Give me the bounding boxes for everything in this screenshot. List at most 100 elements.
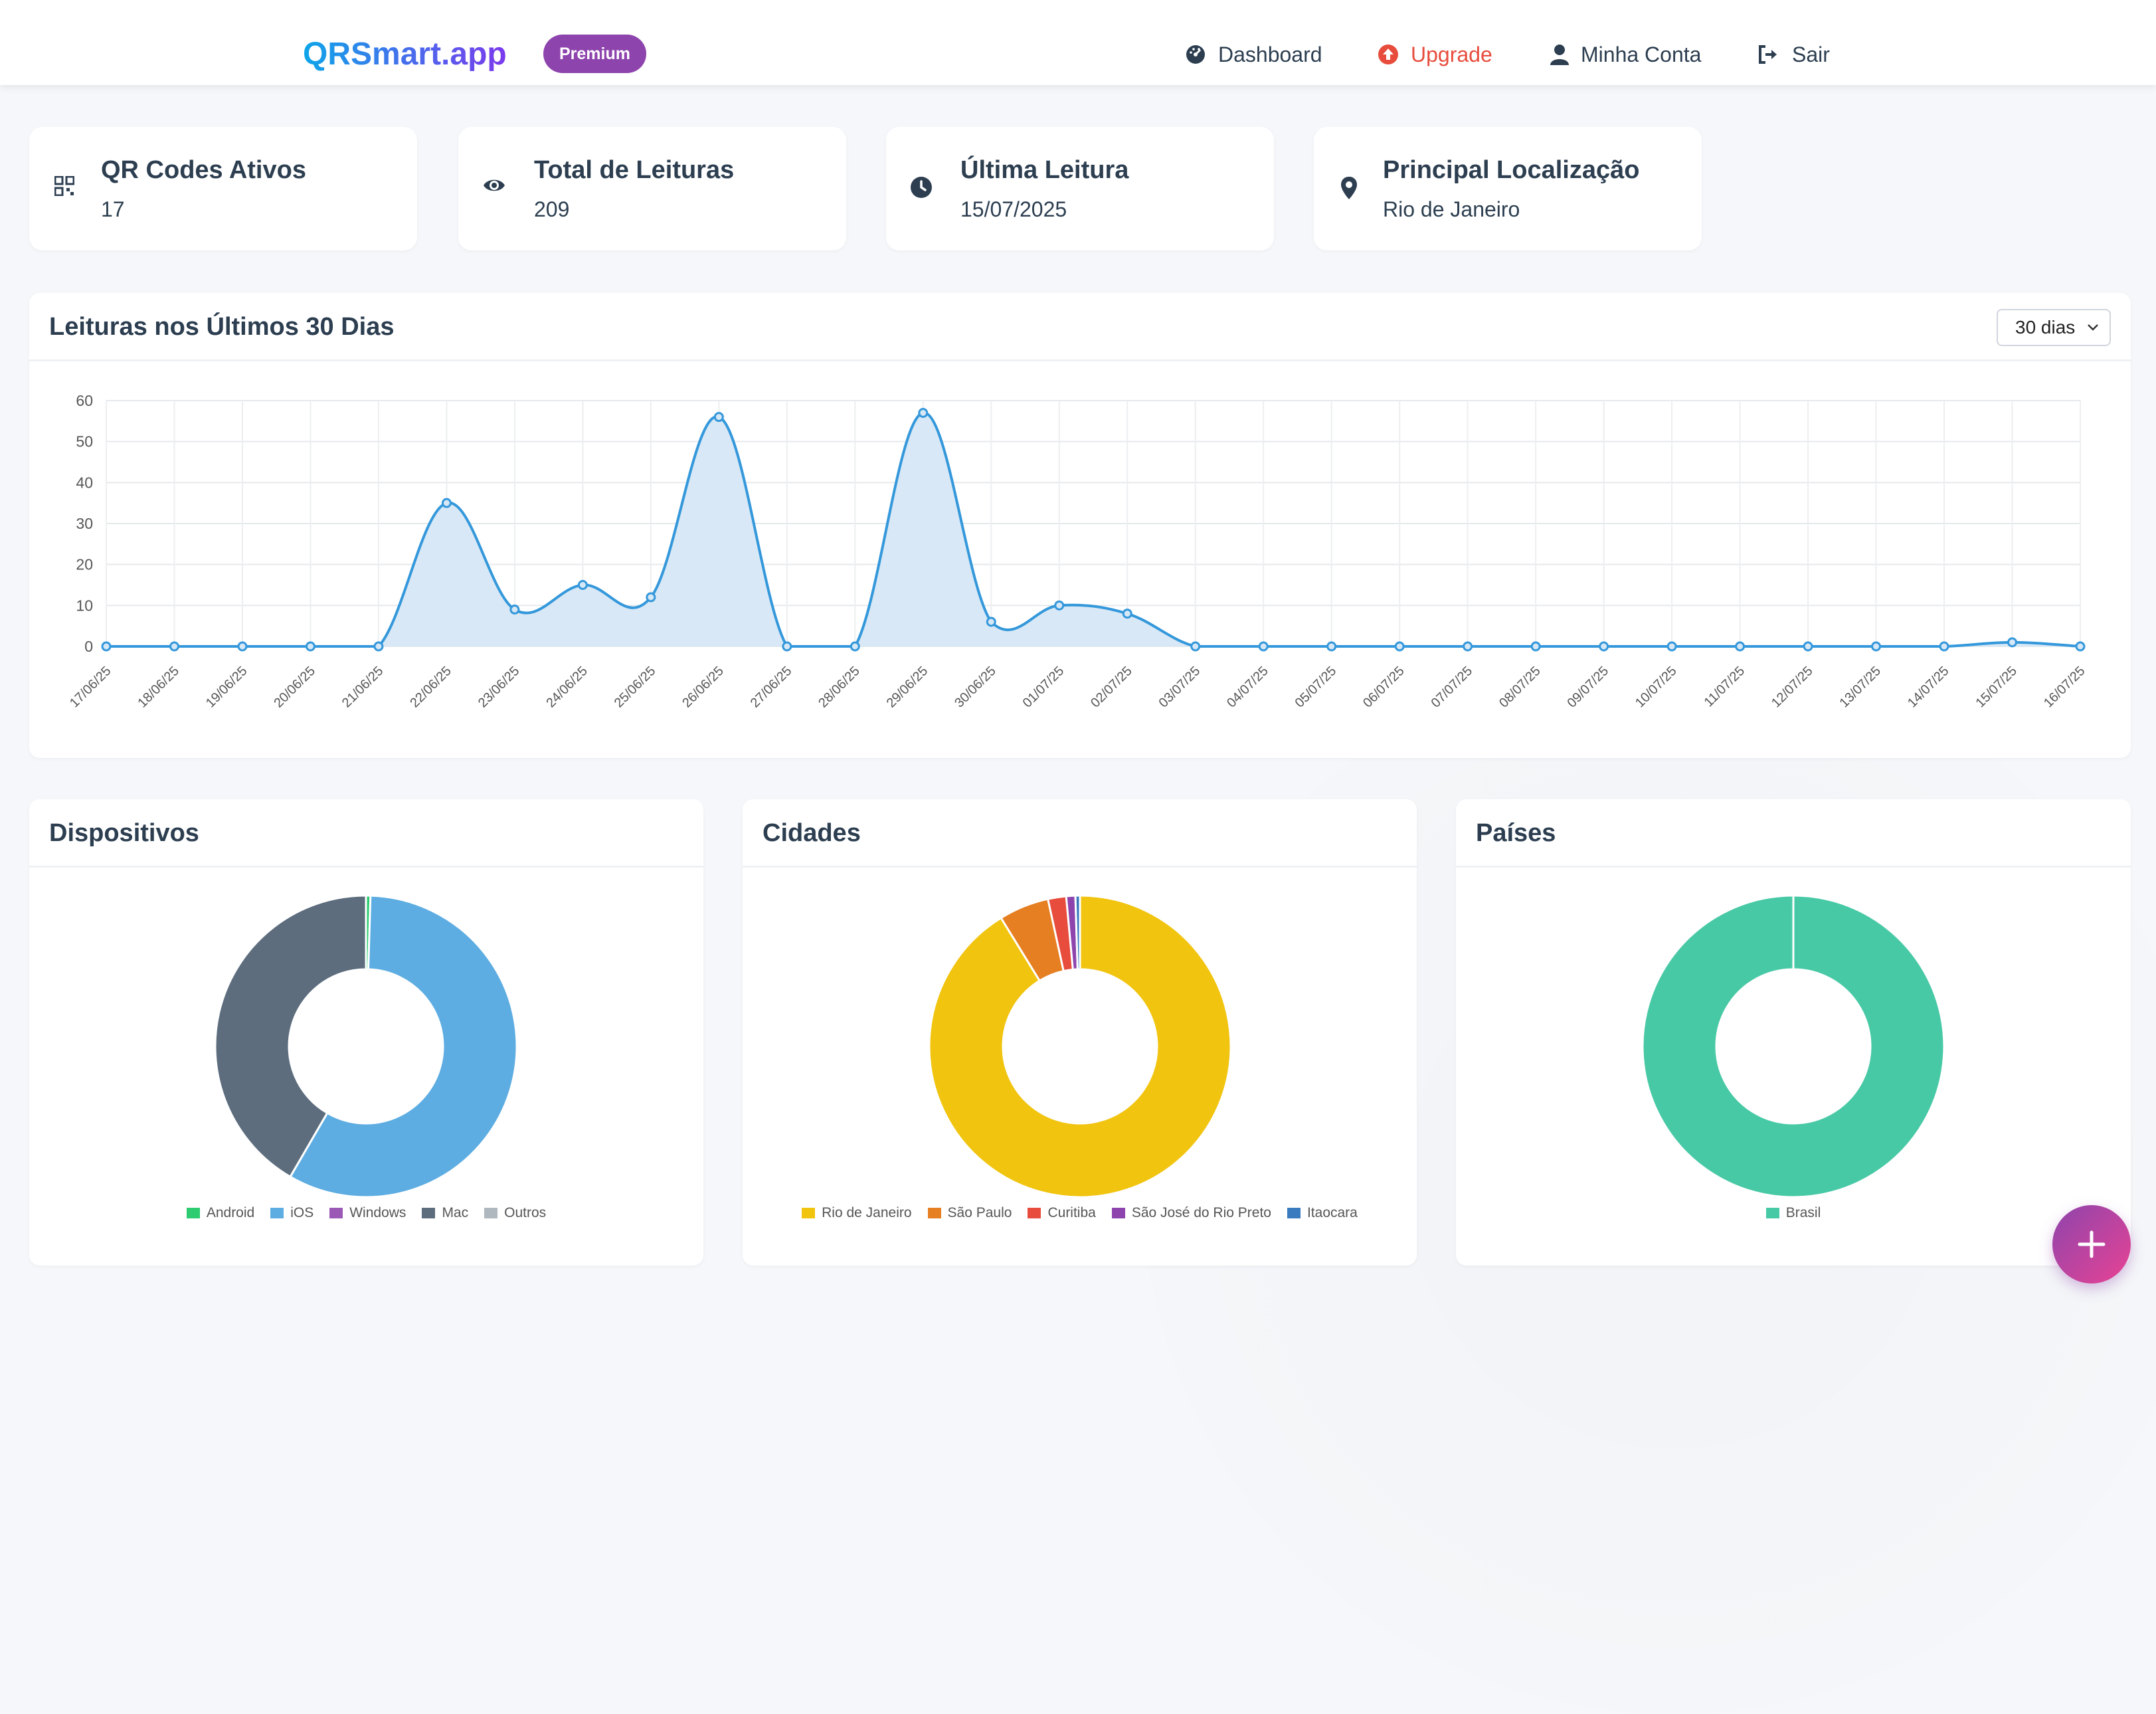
reads-point <box>1939 641 1949 652</box>
x-tick-label: 18/06/25 <box>135 664 182 711</box>
reads-point <box>1530 641 1541 652</box>
legend-item[interactable]: São José do Rio Preto <box>1111 1205 1271 1221</box>
nav-upgrade-label: Upgrade <box>1411 42 1492 66</box>
devices-legend: Android iOS Windows Mac Outros <box>29 1205 703 1221</box>
stat-title: QR Codes Ativos <box>101 156 306 184</box>
x-tick-label: 07/07/25 <box>1429 664 1476 711</box>
legend-item[interactable]: Rio de Janeiro <box>802 1205 912 1221</box>
countries-legend: Brasil <box>1456 1205 2131 1221</box>
nav-logout[interactable]: Sair <box>1757 35 1830 74</box>
stat-card-last-read: Última Leitura 15/07/2025 <box>886 127 1274 250</box>
reads-point <box>986 617 996 627</box>
sign-out-icon <box>1759 45 1777 64</box>
stat-value: Rio de Janeiro <box>1383 197 1520 221</box>
y-tick-label: 40 <box>76 474 93 491</box>
reads-point <box>1463 641 1473 652</box>
x-tick-label: 01/07/25 <box>1020 664 1067 711</box>
y-tick-label: 30 <box>76 515 93 532</box>
stat-title: Última Leitura <box>960 156 1129 184</box>
reads-point <box>1122 609 1132 619</box>
add-qr-button[interactable] <box>2052 1205 2131 1284</box>
legend-item[interactable]: Curitiba <box>1028 1205 1096 1221</box>
x-tick-label: 16/07/25 <box>2041 664 2088 711</box>
reads-area-fill <box>106 413 2080 646</box>
legend-item[interactable]: São Paulo <box>927 1205 1012 1221</box>
x-tick-label: 17/06/25 <box>67 664 114 711</box>
range-select[interactable]: 30 dias <box>1997 309 2111 346</box>
stat-card-qr-codes: QR Codes Ativos 17 <box>29 127 417 250</box>
reads-point <box>169 641 179 652</box>
y-tick-label: 10 <box>76 597 93 614</box>
stat-value: 15/07/2025 <box>960 197 1067 221</box>
nav-account[interactable]: Minha Conta <box>1550 35 1701 74</box>
legend-item[interactable]: iOS <box>270 1205 314 1221</box>
stat-title: Total de Leituras <box>534 156 735 184</box>
legend-item[interactable]: Itaocara <box>1287 1205 1358 1221</box>
stat-card-top-location: Principal Localização Rio de Janeiro <box>1314 127 1702 250</box>
legend-item[interactable]: Mac <box>422 1205 468 1221</box>
reads-point <box>1803 641 1813 652</box>
map-pin-icon <box>1341 177 1357 199</box>
reads-point <box>1599 641 1609 652</box>
reads-point <box>1871 641 1882 652</box>
legend-item[interactable]: Brasil <box>1765 1205 1821 1221</box>
legend-swatch <box>270 1208 284 1218</box>
eye-icon <box>484 179 505 191</box>
stat-card-total-reads: Total de Leituras 209 <box>458 127 846 250</box>
x-tick-label: 24/06/25 <box>543 664 590 711</box>
logo[interactable]: QRSmart.app <box>303 32 507 77</box>
reads-point <box>305 641 315 652</box>
devices-panel: Dispositivos <box>29 799 703 1266</box>
reads-point <box>373 641 384 652</box>
reads-point <box>1394 641 1405 652</box>
legend-swatch <box>802 1208 816 1218</box>
qrcode-icon <box>54 176 74 196</box>
x-tick-label: 26/06/25 <box>679 664 727 711</box>
x-tick-label: 29/06/25 <box>884 664 931 711</box>
y-tick-label: 0 <box>84 638 93 655</box>
dashboard-gauge-icon <box>1186 45 1205 64</box>
x-tick-label: 21/06/25 <box>339 664 387 711</box>
y-tick-label: 60 <box>76 392 93 409</box>
stat-title: Principal Localização <box>1383 156 1640 184</box>
legend-label: Android <box>206 1205 255 1220</box>
reads-point <box>1735 641 1746 652</box>
clock-icon <box>911 177 932 198</box>
x-tick-label: 14/07/25 <box>1905 664 1952 711</box>
nav-upgrade[interactable]: Upgrade <box>1378 35 1492 74</box>
y-tick-label: 20 <box>76 556 93 573</box>
x-tick-label: 05/07/25 <box>1293 664 1340 711</box>
reads-point <box>1666 641 1677 652</box>
x-tick-label: 04/07/25 <box>1224 664 1271 711</box>
reads-panel-title: Leituras nos Últimos 30 Dias <box>49 313 395 341</box>
reads-point <box>577 580 588 590</box>
nav-dashboard[interactable]: Dashboard <box>1185 35 1322 74</box>
countries-panel: Países <box>1456 799 2131 1266</box>
chevron-down-icon <box>2088 324 2098 331</box>
x-tick-label: 09/07/25 <box>1565 664 1612 711</box>
legend-swatch <box>1765 1208 1779 1218</box>
stat-value: 209 <box>534 197 570 221</box>
legend-swatch <box>422 1208 436 1218</box>
premium-badge: Premium <box>543 35 646 73</box>
legend-label: Rio de Janeiro <box>822 1205 912 1220</box>
legend-label: Brasil <box>1785 1205 1821 1220</box>
legend-item[interactable]: Outros <box>484 1205 546 1221</box>
x-tick-label: 06/07/25 <box>1360 664 1407 711</box>
legend-swatch <box>186 1208 200 1218</box>
legend-label: São José do Rio Preto <box>1131 1205 1271 1220</box>
x-tick-label: 20/06/25 <box>271 664 318 711</box>
reads-point <box>1326 641 1337 652</box>
range-select-value: 30 dias <box>2015 317 2076 337</box>
legend-item[interactable]: Android <box>186 1205 255 1221</box>
cities-panel-header: Cidades <box>743 799 1417 868</box>
reads-point <box>1190 641 1201 652</box>
reads-point <box>646 592 656 603</box>
x-tick-label: 02/07/25 <box>1088 664 1135 711</box>
reads-point <box>782 641 792 652</box>
legend-item[interactable]: Windows <box>329 1205 406 1221</box>
nav-account-label: Minha Conta <box>1581 42 1702 66</box>
devices-panel-title: Dispositivos <box>49 819 199 847</box>
devices-panel-header: Dispositivos <box>29 799 703 868</box>
reads-panel: Leituras nos Últimos 30 Dias 30 dias <box>29 293 2131 758</box>
